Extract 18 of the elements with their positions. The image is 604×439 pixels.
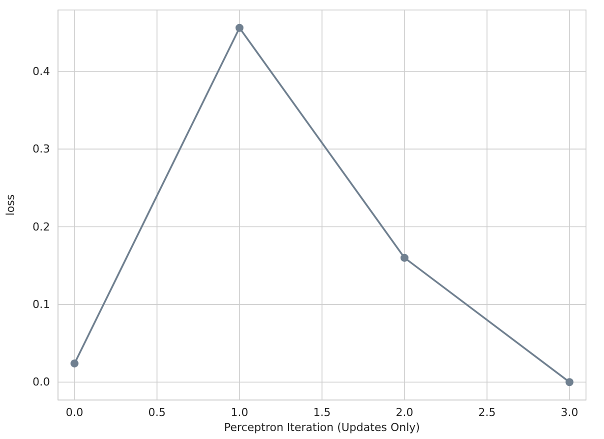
x-tick-label: 1.5 — [313, 406, 331, 419]
point — [566, 378, 574, 386]
point — [70, 360, 78, 368]
point — [400, 254, 408, 262]
x-tick-label: 3.0 — [560, 406, 578, 419]
x-tick-label: 1.0 — [230, 406, 248, 419]
x-tick-label: 0.5 — [148, 406, 166, 419]
point — [236, 24, 244, 32]
x-tick-label: 2.5 — [478, 406, 496, 419]
y-axis-title: loss — [4, 194, 17, 216]
x-axis-title: Perceptron Iteration (Updates Only) — [224, 421, 420, 434]
y-tick-label: 0.1 — [32, 298, 50, 311]
x-tick-label: 0.0 — [66, 406, 84, 419]
y-tick-label: 0.4 — [32, 64, 50, 78]
y-tick-label: 0.0 — [32, 376, 50, 389]
y-tick-label: 0.3 — [32, 142, 50, 156]
x-tick-label: 2.0 — [396, 406, 414, 419]
y-tick-label: 0.2 — [32, 220, 50, 234]
